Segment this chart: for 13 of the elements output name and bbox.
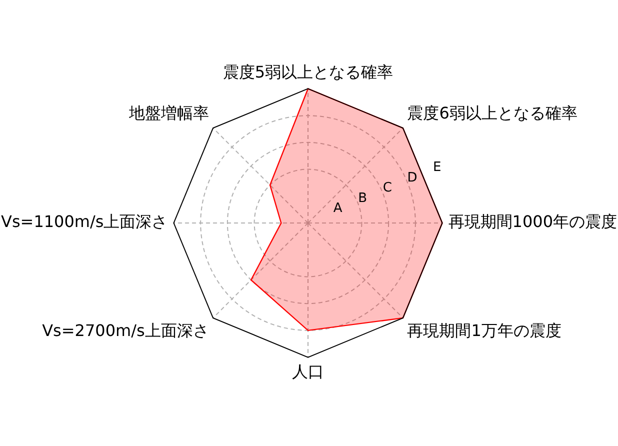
spoke-label: Vs=1100m/s上面深さ <box>1 212 168 232</box>
spoke-label: 地盤増幅率 <box>128 103 209 122</box>
spoke-label: 再現期間1万年の震度 <box>407 320 562 340</box>
y-tick-label: A <box>333 201 342 216</box>
y-tick-label: D <box>407 170 418 186</box>
spoke-label: 人口 <box>292 362 324 382</box>
spoke-label: 震度5弱以上となる確率 <box>222 62 394 82</box>
spoke-label: 震度6弱以上となる確率 <box>407 103 578 122</box>
y-tick-label: E <box>432 160 442 175</box>
y-tick-label: C <box>382 180 392 196</box>
spoke-label: 再現期間1000年の震度 <box>448 212 617 232</box>
y-tick-label: B <box>358 190 368 206</box>
spoke-label: Vs=2700m/s上面深さ <box>42 320 209 340</box>
